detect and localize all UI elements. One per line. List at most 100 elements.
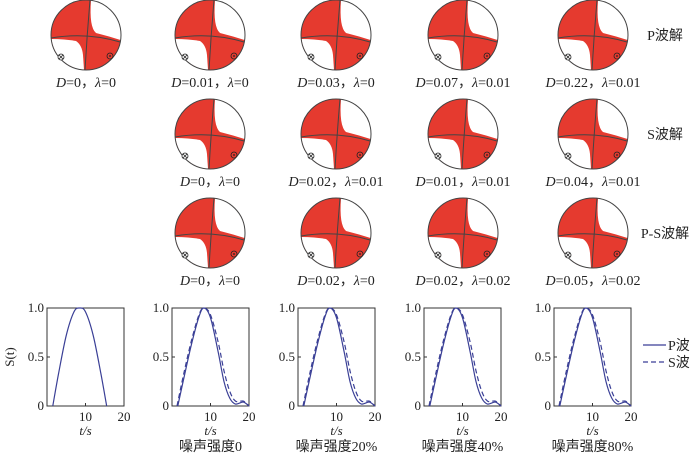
y-tick-label: 0.5 [535, 349, 551, 364]
label-part: D [544, 175, 555, 190]
y-axis-label: S(t) [2, 347, 17, 367]
plot-frame [46, 307, 125, 407]
dilatation-region [301, 138, 334, 169]
dilatation-region [558, 39, 591, 70]
focal-sphere-outline [50, 0, 122, 71]
label-part: 0.01 [359, 175, 384, 190]
series-line-s-wave [428, 307, 502, 407]
label-part: ， [458, 175, 472, 190]
focal-sphere-outline [557, 0, 629, 71]
label-part: 0 [368, 76, 375, 91]
nodal-plane [84, 0, 91, 71]
nodal-plane [174, 134, 245, 142]
x-axis-label: t/s [79, 423, 91, 438]
out-of-page-icon [613, 52, 621, 60]
beachball-label: D=0.02，λ=0.02 [414, 274, 510, 289]
x-tick-label: 10 [586, 409, 599, 424]
dilatation-region [467, 198, 498, 238]
out-of-page-dot [359, 253, 361, 255]
label-part: λ [471, 76, 478, 91]
beachball-label: D=0.22，λ=0.01 [544, 76, 640, 91]
out-of-page-icon [106, 52, 114, 60]
label-part: ， [205, 274, 219, 289]
nodal-plane [174, 35, 245, 43]
focal-sphere-outline [557, 98, 629, 170]
row-title: P波解 [647, 28, 683, 44]
y-tick-label: 0 [289, 398, 296, 413]
beachball-label: D=0，λ=0 [179, 175, 240, 190]
y-tick-label: 0.5 [279, 349, 295, 364]
y-tick-label: 1.0 [153, 300, 169, 315]
out-of-page-dot [486, 55, 488, 57]
label-part: D [414, 76, 425, 91]
dilatation-region [214, 198, 245, 238]
label-part: λ [227, 76, 234, 91]
out-of-page-dot [616, 154, 618, 156]
dilatation-region [214, 0, 245, 40]
nodal-plane [557, 35, 628, 43]
into-page-cross [308, 153, 314, 159]
nodal-plane [334, 0, 341, 71]
y-tick-label: 0 [163, 398, 170, 413]
waveform-chart: 1.0 0.5 0 10 20 t/s S(t) [2, 300, 131, 438]
label-part: = [478, 76, 486, 91]
y-tick-label: 1.0 [28, 300, 44, 315]
series-line-s-wave [302, 307, 376, 407]
label-part: λ [94, 76, 101, 91]
out-of-page-icon [230, 151, 238, 159]
label-part: = [426, 76, 434, 91]
label-part: D [544, 76, 555, 91]
label-part: 0.02 [307, 175, 332, 190]
chart-caption: 噪声强度20% [296, 439, 378, 453]
dilatation-region [597, 0, 628, 40]
plot-frame [171, 307, 250, 407]
x-tick-label: 10 [330, 409, 343, 424]
out-of-page-dot [233, 154, 235, 156]
beachball [50, 0, 122, 71]
y-tick-label: 0.5 [405, 349, 421, 364]
nodal-plane [208, 0, 215, 71]
into-page-cross [308, 252, 314, 258]
dilatation-region [301, 39, 334, 70]
out-of-page-icon [356, 250, 364, 258]
into-page-cross [435, 54, 441, 60]
into-page-cross [182, 153, 188, 159]
y-tick-label: 1.0 [405, 300, 421, 315]
row-title: S波解 [647, 127, 683, 143]
series-line-p-wave [559, 307, 632, 407]
nodal-plane [174, 233, 245, 241]
label-part: 0.05 [564, 274, 589, 289]
label-part: ， [81, 76, 95, 91]
dilatation-region [175, 138, 208, 169]
out-of-page-icon [613, 250, 621, 258]
dilatation-region [340, 99, 371, 139]
label-part: λ [601, 175, 608, 190]
label-part: = [101, 76, 109, 91]
into-page-cross [565, 252, 571, 258]
into-page-cross [565, 54, 571, 60]
series-line-p-wave [303, 307, 376, 407]
chart-caption: 噪声强度40% [422, 439, 504, 453]
label-part: = [608, 76, 616, 91]
x-tick-label: 10 [456, 409, 469, 424]
out-of-page-icon [483, 250, 491, 258]
out-of-page-dot [486, 154, 488, 156]
label-part: ， [205, 175, 219, 190]
beachball [557, 197, 629, 269]
label-part: = [608, 175, 616, 190]
label-part: 0.02 [315, 274, 340, 289]
dilatation-region [428, 39, 461, 70]
beachball-label: D=0.01，λ=0 [170, 76, 249, 91]
label-part: D [414, 175, 425, 190]
label-part: = [608, 274, 616, 289]
label-part: D [170, 76, 181, 91]
dilatation-region [340, 0, 371, 40]
nodal-plane [591, 98, 598, 170]
dilatation-region [301, 237, 334, 268]
